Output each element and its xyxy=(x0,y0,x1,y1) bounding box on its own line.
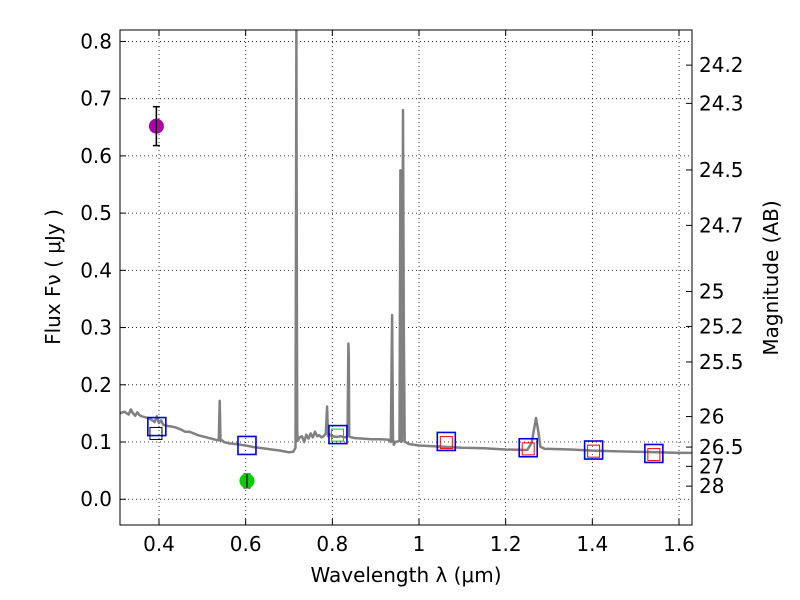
y-tick-label: 0.7 xyxy=(80,87,112,111)
y2-axis-title: Magnitude (AB) xyxy=(759,200,783,355)
mag-tick-label: 25 xyxy=(699,279,724,303)
x-tick-label: 1 xyxy=(413,532,426,556)
plot-frame xyxy=(119,29,693,526)
y-tick-label: 0.4 xyxy=(80,258,112,282)
model-photometry-marker xyxy=(518,437,539,458)
x-tick-label: 1.2 xyxy=(490,532,522,556)
y-tick-label: 0.8 xyxy=(80,29,112,53)
x-axis-title: Wavelength λ (μm) xyxy=(310,563,501,587)
observed-photometry-marker xyxy=(587,444,601,458)
model-photometry-marker xyxy=(147,416,167,437)
x-tick-label: 0.8 xyxy=(316,532,348,556)
mag-tick-label: 24.5 xyxy=(699,158,744,182)
tick-layer: 0.4 0.6 0.8 1 1.2 1.4 1.6 0.0 0.1 0.2 0.3 0.4 0.5 0.6… xyxy=(80,29,743,556)
y-tick-label: 0.3 xyxy=(80,316,112,340)
mag-tick-label: 24.7 xyxy=(699,213,744,237)
model-photometry-marker xyxy=(328,424,348,445)
x-tick-label: 0.4 xyxy=(143,532,175,556)
mag-tick-label: 26.5 xyxy=(699,435,744,459)
series-layer xyxy=(120,30,692,455)
model-photometry-marker xyxy=(436,431,457,452)
observed-photometry-marker xyxy=(647,448,661,462)
x-tick-label: 1.4 xyxy=(576,532,608,556)
model-photometry-marker xyxy=(644,443,664,464)
mag-tick-label: 27 xyxy=(699,454,724,478)
observed-photometry-marker xyxy=(439,436,453,450)
mag-tick-label: 25.5 xyxy=(699,350,744,374)
y-tick-label: 0.1 xyxy=(80,430,112,454)
model-photometry-marker xyxy=(237,435,257,456)
y-tick-label: 0.6 xyxy=(80,144,112,168)
y-tick-label: 0.0 xyxy=(80,487,112,511)
mag-tick-label: 28 xyxy=(699,474,724,498)
sed-model-line xyxy=(120,30,692,455)
y-tick-label: 0.2 xyxy=(80,373,112,397)
observed-photometry-marker xyxy=(149,426,163,440)
observed-photometry-marker xyxy=(521,442,535,456)
x-tick-label: 1.6 xyxy=(663,532,695,556)
y-tick-label: 0.5 xyxy=(80,201,112,225)
marker-layer xyxy=(147,105,664,489)
x-tick-label: 0.6 xyxy=(230,532,262,556)
observed-photometry-marker xyxy=(331,428,345,442)
model-photometry-marker xyxy=(583,440,604,460)
y-axis-title: Flux Fν ( μJy ) xyxy=(41,209,65,345)
mag-tick-label: 26 xyxy=(699,405,724,429)
grid-layer xyxy=(120,30,692,525)
mag-tick-label: 25.2 xyxy=(699,314,744,338)
mag-tick-label: 24.3 xyxy=(699,91,744,115)
mag-tick-label: 24.2 xyxy=(699,53,744,77)
